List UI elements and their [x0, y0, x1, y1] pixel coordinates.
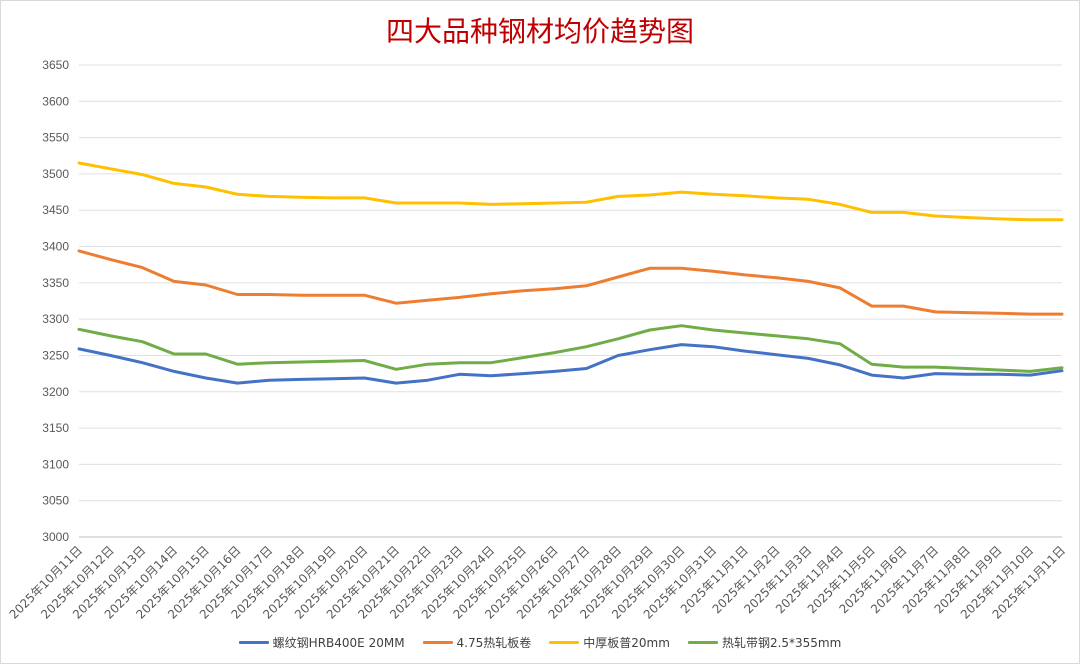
- y-tick-label: 3000: [42, 530, 69, 544]
- legend-item-3: 中厚板普20mm: [549, 634, 670, 651]
- series-line-2: [77, 249, 1064, 316]
- legend-swatch: [687, 640, 718, 644]
- series-line-4: [77, 324, 1064, 373]
- legend-item-1: 螺纹钢HRB400E 20MM: [238, 634, 405, 651]
- y-tick-label: 3250: [42, 348, 69, 362]
- legend-item-2: 4.75热轧板卷: [422, 634, 532, 651]
- chart-title: 四大品种钢材均价趋势图: [385, 15, 694, 48]
- legend-item-4: 热轧带钢2.5*355mm: [687, 634, 842, 651]
- chart-legend: 螺纹钢HRB400E 20MM 4.75热轧板卷 中厚板普20mm 热轧带钢2.5*3…: [0, 630, 1080, 654]
- y-tick-label: 3300: [42, 312, 69, 326]
- y-tick-label: 3600: [42, 94, 69, 108]
- legend-label: 热轧带钢2.5*355mm: [721, 635, 842, 650]
- y-tick-label: 3100: [42, 457, 69, 471]
- series-line-3: [77, 161, 1064, 222]
- y-tick-label: 3500: [42, 167, 69, 181]
- y-tick-label: 3050: [42, 494, 69, 508]
- legend-label: 4.75热轧板卷: [456, 635, 532, 650]
- y-tick-label: 3550: [42, 131, 69, 145]
- y-tick-label: 3150: [42, 421, 69, 435]
- y-tick-label: 3400: [42, 240, 69, 254]
- legend-swatch: [422, 640, 453, 644]
- legend-label: 中厚板普20mm: [583, 635, 670, 650]
- legend-label: 螺纹钢HRB400E 20MM: [272, 635, 405, 650]
- legend-swatch: [549, 640, 580, 644]
- y-tick-label: 3200: [42, 385, 69, 399]
- legend-swatch: [238, 640, 269, 644]
- y-tick-label: 3350: [42, 276, 69, 290]
- series-line-1: [77, 343, 1064, 385]
- y-tick-label: 3450: [42, 203, 69, 217]
- y-tick-label: 3650: [42, 58, 69, 72]
